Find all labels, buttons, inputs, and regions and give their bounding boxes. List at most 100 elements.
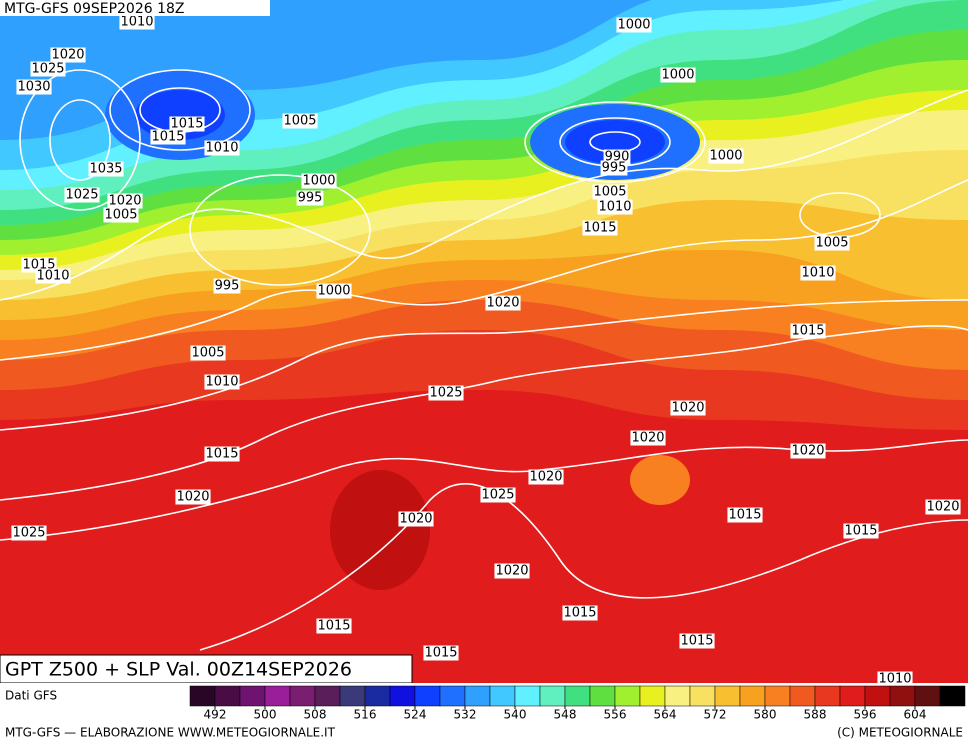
isobar-label: 1015 [728,508,761,523]
colorbar-swatch [189,685,216,707]
colorbar-swatch [214,685,241,707]
colorbar-swatch [739,685,766,707]
colorbar-tick-label: 596 [854,708,877,722]
isobar-label-bg [485,295,521,311]
colorbar-tick-label: 516 [354,708,377,722]
z500-cell [330,470,430,590]
colorbar-tick-label: 500 [254,708,277,722]
isobar-label-bg [107,193,143,209]
isobar-label-bg [660,67,696,83]
isobar-label: 1025 [31,62,64,77]
isobar-label-bg [301,173,337,189]
colorbar-tick-label: 556 [604,708,627,722]
isobar-label: 995 [298,191,323,206]
isobar-label: 1000 [317,284,350,299]
isobar-label-bg [494,563,530,579]
colorbar-swatch [614,685,641,707]
isobar-label-bg [800,265,836,281]
isobar-label-bg [316,618,352,634]
header-box [0,0,270,16]
isobar-label-bg [282,113,318,129]
isobar-label: 1015 [844,524,877,539]
footer-left: MTG-GFS — ELABORAZIONE WWW.METEOGIORNALE… [5,726,336,740]
colorbar-tick-label: 588 [804,708,827,722]
isobar-label: 1015 [151,130,184,145]
isobar-label-bg [616,17,652,33]
isobar-label: 1015 [424,646,457,661]
isobar-label: 1015 [205,447,238,462]
source: Dati GFS [5,689,57,703]
isobar-label-bg [480,487,516,503]
isobar-label: 1015 [791,324,824,339]
isobar-label-bg [600,160,628,176]
isobar-label-bg [88,161,124,177]
isobar-label-bg [213,278,241,294]
isobar-label: 1020 [631,431,664,446]
colorbar-swatch [639,685,666,707]
isobar-label-bg [814,235,850,251]
isobar-label: 1005 [593,185,626,200]
colorbar-swatch [939,685,966,707]
colorbar-swatch [439,685,466,707]
isobar-label-bg [679,633,715,649]
colorbar-tick-label: 564 [654,708,677,722]
colorbar-swatch [689,685,716,707]
isobar-label: 1020 [399,512,432,527]
isobar-label: 995 [215,279,240,294]
isobar-label: 1020 [495,564,528,579]
z500-cell [565,120,665,164]
footer-right: (C) METEOGIORNALE [837,726,963,740]
colorbar-tick-label: 572 [704,708,727,722]
isobar-label: 1015 [563,606,596,621]
z500-band [0,0,652,140]
colorbar-tick-label: 548 [554,708,577,722]
colorbar-swatch [464,685,491,707]
isobar-label: 1005 [191,346,224,361]
isobar-label: 1000 [661,68,694,83]
isobar-label-bg [316,283,352,299]
isobar-label: 1020 [176,490,209,505]
isobar-label-bg [790,443,826,459]
isobar-label: 1020 [671,401,704,416]
isobar-label-bg [528,469,564,485]
colorbar-swatch [714,685,741,707]
isobar-label-bg [119,14,155,30]
colorbar-swatch [814,685,841,707]
isobar-label: 1000 [617,18,650,33]
colorbar-swatch [239,685,266,707]
isobar-label: 1020 [926,500,959,515]
isobar-label: 1015 [170,117,203,132]
colorbar-swatch [764,685,791,707]
isobar-label: 1010 [598,200,631,215]
colorbar-swatch [314,685,341,707]
map [0,0,968,683]
colorbar-swatch [889,685,916,707]
isobar-label-bg [925,499,961,515]
isobar-label: 1025 [65,188,98,203]
colorbar-tick-label: 604 [904,708,927,722]
isobar-label-bg [204,374,240,390]
colorbar: 492 500 508 516 524 532 540 548 556 564 572 580 588 5… [189,685,966,722]
isobar-label-bg [150,129,186,145]
isobar-label: 1020 [51,48,84,63]
colorbar-swatch [514,685,541,707]
colorbar-swatch [864,685,891,707]
isobar-label: 1020 [791,444,824,459]
isobar-label-bg [50,47,86,63]
colorbar-tick-label: 524 [404,708,427,722]
isobar-label-bg [64,187,100,203]
isobar-label-bg [35,268,71,284]
isobar-label: 1020 [486,296,519,311]
isobar-label-bg [204,446,240,462]
isobar-label-bg [562,605,598,621]
isobar-label: 1010 [36,269,69,284]
isobar-label: 1005 [815,236,848,251]
isobar-label-bg [790,323,826,339]
colorbar-swatch [839,685,866,707]
colorbar-swatch [664,685,691,707]
colorbar-swatch [564,685,591,707]
colorbar-swatch [489,685,516,707]
isobar-label-bg [204,140,240,156]
run-label: MTG-GFS 09SEP2026 18Z [4,1,185,17]
